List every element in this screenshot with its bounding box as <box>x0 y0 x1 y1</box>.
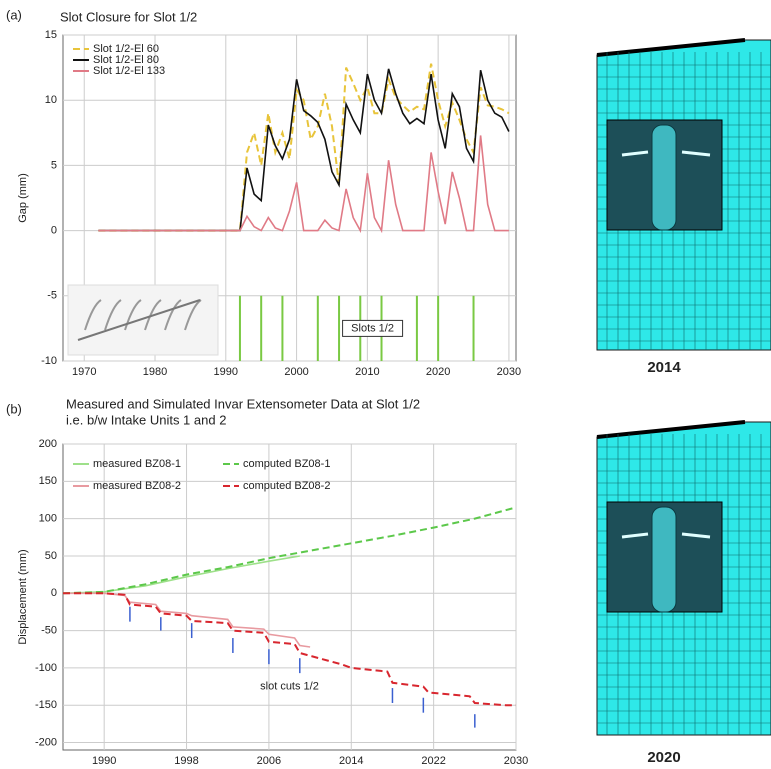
chart-subtitle: i.e. b/w Intake Units 1 and 2 <box>66 412 226 427</box>
inset-sketch <box>68 285 218 355</box>
mesh-image <box>597 422 771 735</box>
x-tick-label: 2030 <box>504 755 528 767</box>
x-tick-label: 2000 <box>284 366 308 378</box>
inset-bg <box>68 285 218 355</box>
y-tick-label: 200 <box>39 438 57 450</box>
legend-label: computed BZ08-1 <box>243 458 330 470</box>
x-tick-label: 1980 <box>143 366 167 378</box>
x-tick-label: 2006 <box>257 755 281 767</box>
x-tick-label: 2030 <box>497 366 521 378</box>
y-tick-label: 0 <box>51 225 57 237</box>
legend-label: measured BZ08-1 <box>93 458 181 470</box>
y-tick-label: -10 <box>41 355 57 367</box>
x-tick-label: 1998 <box>174 755 198 767</box>
x-tick-label: 1990 <box>214 366 238 378</box>
x-tick-label: 2010 <box>355 366 379 378</box>
chart-title: Measured and Simulated Invar Extensomete… <box>66 396 420 411</box>
y-tick-label: -50 <box>41 624 57 636</box>
y-tick-label: 100 <box>39 513 57 525</box>
y-axis-label: Gap (mm) <box>17 173 29 223</box>
panel-label: (b) <box>6 401 22 416</box>
y-tick-label: 50 <box>45 550 57 562</box>
y-tick-label: 10 <box>45 94 57 106</box>
mesh-image <box>597 40 771 350</box>
legend-label: Slot 1/2-El 133 <box>93 65 165 77</box>
y-tick-label: 15 <box>45 29 57 41</box>
mesh-pier <box>652 125 676 230</box>
y-axis-label: Displacement (mm) <box>17 549 29 644</box>
annotation: slot cuts 1/2 <box>260 680 319 692</box>
x-tick-label: 1990 <box>92 755 116 767</box>
x-tick-label: 2020 <box>426 366 450 378</box>
mesh-year: 2014 <box>647 359 681 376</box>
annotation: Slots 1/2 <box>351 322 394 334</box>
y-tick-label: -5 <box>47 290 57 302</box>
mesh-year: 2020 <box>647 749 680 766</box>
y-tick-label: -150 <box>35 699 57 711</box>
panel-label: (a) <box>6 7 22 22</box>
figure: (a) (b) Slot Closure for Slot 1/2 Measur… <box>0 0 771 769</box>
y-tick-label: 5 <box>51 159 57 171</box>
x-tick-label: 2022 <box>421 755 445 767</box>
mesh-pier <box>652 507 676 612</box>
y-tick-label: -100 <box>35 662 57 674</box>
x-tick-label: 1970 <box>72 366 96 378</box>
legend-label: measured BZ08-2 <box>93 480 181 492</box>
y-tick-label: 150 <box>39 475 57 487</box>
y-tick-label: 0 <box>51 587 57 599</box>
chart-title: Slot Closure for Slot 1/2 <box>60 9 197 24</box>
x-tick-label: 2014 <box>339 755 363 767</box>
y-tick-label: -200 <box>35 736 57 748</box>
legend-label: computed BZ08-2 <box>243 480 330 492</box>
